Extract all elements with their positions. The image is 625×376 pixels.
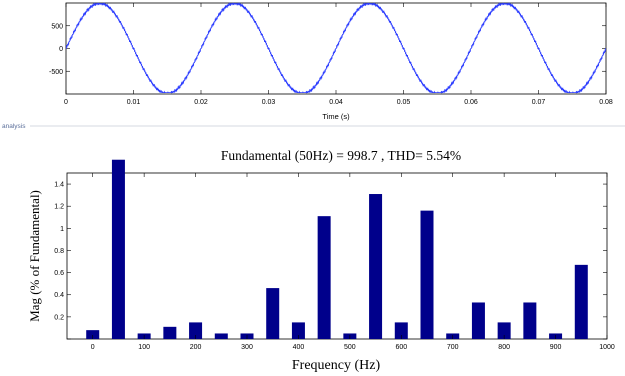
fft-bar [163,326,177,339]
fft-bar [394,322,408,339]
fft-bar [266,288,280,339]
waveform-x-tick-label: 0.01 [127,99,141,106]
fft-bar [291,322,305,339]
fft-bar [214,333,228,339]
waveform-y-ticks: 500 0 -500 [49,23,606,76]
fft-plot-frame [66,172,608,340]
fft-x-tick-label: 600 [395,344,407,351]
fft-y-ticks: 0.2 0.4 0.6 0.8 1 1.2 1.4 [54,182,607,340]
fft-bar [111,159,125,339]
waveform-x-tick-label: 0.08 [599,99,613,106]
fft-bar [471,302,485,339]
fft-bar [497,322,511,339]
section-label: analysis [2,123,26,130]
fft-bar [574,264,588,339]
waveform-x-ticks: 0 0.01 0.02 0.03 0.04 0.05 0.06 0.07 0.08 [64,3,613,106]
waveform-y-tick-label: 500 [51,23,63,30]
waveform-x-axis-label: Time (s) [322,112,350,121]
fft-plot: Fundamental (50Hz) = 998.7 , THD= 5.54% … [27,148,615,373]
fft-x-tick-label: 700 [447,344,459,351]
fft-y-tick-label: 0.8 [54,248,64,255]
fft-title: Fundamental (50Hz) = 998.7 , THD= 5.54% [221,148,461,163]
fft-bar [523,302,537,339]
fft-y-tick-label: 0.4 [54,292,64,299]
waveform-plot: 500 0 -500 0 0.01 0.02 0.03 0.04 0.05 0.06 0.07 0.… [49,2,613,121]
waveform-x-tick-label: 0.06 [464,99,478,106]
waveform-x-tick-label: 0 [64,99,68,106]
fft-y-tick-label: 1 [60,226,64,233]
fft-x-tick-label: 500 [344,344,356,351]
waveform-x-tick-label: 0.02 [194,99,208,106]
fft-bar [317,216,331,339]
waveform-x-tick-label: 0.03 [262,99,276,106]
waveform-x-tick-label: 0.05 [397,99,411,106]
fft-x-tick-label: 0 [91,344,95,351]
fft-x-tick-label: 400 [293,344,305,351]
fft-x-tick-label: 800 [498,344,510,351]
fft-x-tick-label: 900 [550,344,562,351]
fft-x-tick-label: 200 [190,344,202,351]
fft-y-axis-label: Mag (% of Fundamental) [27,190,42,322]
waveform-x-tick-label: 0.07 [532,99,546,106]
waveform-y-tick-label: 0 [59,46,63,53]
fft-y-tick-label: 0.6 [54,270,64,277]
fft-y-tick-label: 0.2 [54,314,64,321]
fft-bar [86,330,100,339]
fft-x-tick-label: 300 [241,344,253,351]
fft-x-tick-label: 100 [138,344,150,351]
waveform-x-tick-label: 0.04 [329,99,343,106]
fft-y-tick-label: 1.2 [54,204,64,211]
waveform-y-tick-label: -500 [49,69,63,76]
fft-x-ticks: 0 100 200 300 400 500 600 700 800 900 1000 [91,173,615,351]
fft-bar [369,194,383,339]
waveform-series-line [65,2,607,94]
fft-bar [189,322,203,339]
fft-bar [420,210,434,339]
fft-y-tick-label: 1.4 [54,182,64,189]
fft-x-axis-label: Frequency (Hz) [292,358,381,373]
fft-x-tick-label: 1000 [599,344,615,351]
